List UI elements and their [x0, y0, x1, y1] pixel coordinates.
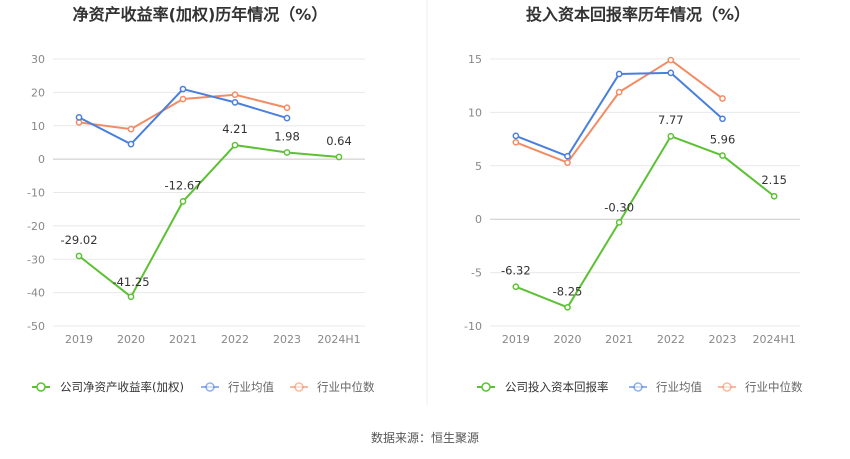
- x-tick-label: 2021: [169, 333, 197, 346]
- data-label: 4.21: [222, 122, 248, 136]
- x-tick-label: 2022: [221, 333, 249, 346]
- data-point: [667, 56, 675, 64]
- data-point: [667, 69, 675, 77]
- y-tick-label: 30: [31, 53, 45, 66]
- y-tick-label: 0: [38, 153, 45, 166]
- data-label: -41.25: [112, 275, 149, 289]
- data-point: [335, 153, 343, 161]
- data-point: [512, 132, 520, 140]
- x-tick-label: 2020: [117, 333, 145, 346]
- chart-title: 投入资本回报率历年情况（%）: [526, 5, 750, 24]
- data-point: [127, 293, 135, 301]
- data-point: [615, 219, 623, 226]
- x-tick-label: 2019: [65, 333, 93, 346]
- legend-marker: [36, 382, 46, 392]
- data-point: [127, 140, 135, 148]
- legend-marker: [294, 382, 304, 392]
- y-tick-label: 10: [468, 106, 482, 119]
- data-label: 1.98: [274, 130, 300, 144]
- x-tick-label: 2022: [657, 333, 685, 346]
- data-label: -12.67: [164, 178, 201, 192]
- y-tick-label: -20: [27, 220, 45, 233]
- data-point: [719, 95, 726, 102]
- x-tick-label: 2021: [605, 333, 633, 346]
- data-point: [75, 114, 83, 121]
- roe-chart: 净资产收益率(加权)历年情况（%） 30 20 10 0 -10 -20 -30 -40 -50 2…: [27, 5, 375, 394]
- y-tick-label: 20: [31, 86, 45, 99]
- y-tick-label: -50: [27, 320, 45, 333]
- data-point: [512, 283, 520, 291]
- data-point: [564, 303, 571, 311]
- x-tick-label: 2023: [709, 333, 737, 346]
- data-point: [564, 159, 571, 166]
- x-tick-label: 2019: [502, 333, 530, 346]
- data-point: [127, 125, 135, 133]
- data-point: [719, 115, 726, 123]
- data-label: 5.96: [710, 133, 736, 147]
- legend-label: 行业均值: [656, 380, 702, 394]
- data-point: [719, 152, 726, 159]
- data-point: [770, 192, 778, 200]
- y-tick-label: -10: [464, 320, 482, 333]
- series-line: [78, 144, 340, 298]
- data-label: 7.77: [658, 113, 684, 127]
- data-point: [667, 132, 675, 140]
- y-tick-label: -5: [471, 267, 482, 280]
- legend-label: 行业中位数: [745, 380, 803, 394]
- data-point: [615, 70, 623, 78]
- legend-marker: [722, 382, 732, 392]
- y-tick-label: 15: [468, 53, 482, 66]
- data-point: [512, 138, 520, 146]
- legend-label: 公司净资产收益率(加权): [60, 380, 184, 394]
- x-tick-label: 2023: [273, 333, 301, 346]
- data-point: [283, 149, 291, 156]
- x-tick-label: 2024H1: [753, 333, 796, 346]
- y-tick-label: 10: [31, 120, 45, 133]
- data-point: [179, 95, 187, 103]
- data-point: [615, 88, 623, 96]
- chart-title: 净资产收益率(加权)历年情况（%）: [73, 5, 328, 24]
- data-point: [231, 99, 239, 106]
- roic-chart: 投入资本回报率历年情况（%） 15 10 5 0 -5 -10 2019 2020 2021 202…: [464, 5, 803, 394]
- data-label: -6.32: [501, 264, 531, 278]
- legend-label: 行业均值: [228, 380, 274, 394]
- data-point: [231, 141, 239, 149]
- data-label: 2.15: [761, 173, 787, 187]
- series-line: [515, 135, 775, 309]
- y-tick-label: -10: [27, 187, 45, 200]
- legend-marker: [481, 382, 491, 392]
- y-tick-label: 5: [475, 160, 482, 173]
- data-point: [283, 114, 291, 122]
- data-point: [75, 252, 83, 260]
- legend-label: 公司投入资本回报率: [505, 380, 609, 394]
- data-source: 数据来源：恒生聚源: [371, 430, 479, 445]
- legend-marker: [205, 382, 215, 392]
- data-label: -8.25: [553, 284, 583, 298]
- data-point: [179, 198, 187, 205]
- data-point: [283, 104, 291, 112]
- legend-marker: [633, 382, 643, 392]
- x-tick-label: 2020: [554, 333, 582, 346]
- data-label: -0.30: [604, 200, 634, 214]
- y-tick-label: -40: [27, 287, 45, 300]
- x-tick-label: 2024H1: [317, 333, 360, 346]
- y-tick-label: -30: [27, 253, 45, 266]
- y-tick-label: 0: [475, 213, 482, 226]
- data-point: [564, 152, 571, 160]
- data-point: [179, 85, 187, 93]
- data-point: [231, 91, 239, 99]
- legend-label: 行业中位数: [317, 380, 375, 394]
- data-label: 0.64: [326, 134, 352, 148]
- data-label: -29.02: [60, 233, 97, 247]
